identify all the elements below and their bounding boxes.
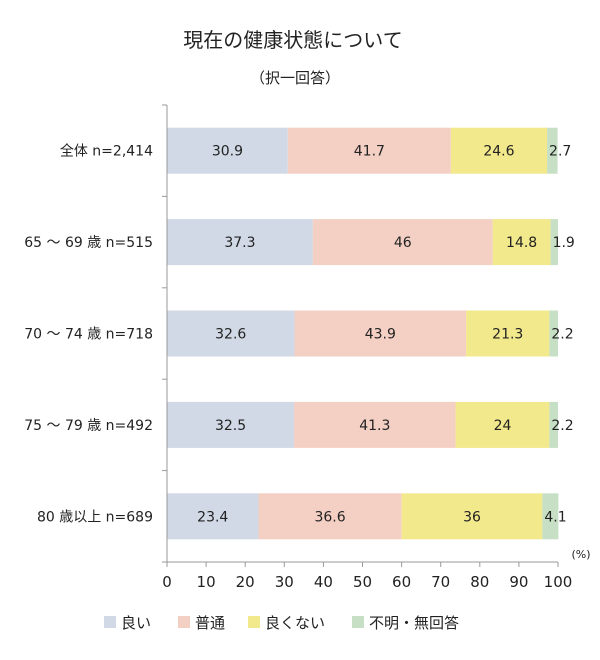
bar-segment <box>167 401 295 448</box>
bar-segment <box>167 219 313 266</box>
legend-swatch <box>104 616 116 628</box>
bar-segment <box>287 127 451 174</box>
data-label: 36.6 <box>314 509 345 525</box>
data-label: 41.7 <box>354 144 385 160</box>
legend-label: 良くない <box>265 614 325 632</box>
data-label: 1.9 <box>553 235 575 251</box>
x-tick-label: 60 <box>392 573 411 591</box>
category-label: 80 歳以上 n=689 <box>37 509 153 525</box>
chart-subtitle: （択一回答） <box>250 69 340 87</box>
x-tick-label: 40 <box>314 573 333 591</box>
data-label: 24 <box>494 418 512 434</box>
x-tick-label: 80 <box>470 573 489 591</box>
data-label: 2.7 <box>549 144 571 160</box>
data-label: 46 <box>394 235 412 251</box>
chart-title: 現在の健康状態について <box>183 28 402 52</box>
bar-segment <box>294 401 456 448</box>
legend-swatch <box>248 616 260 628</box>
data-label: 30.9 <box>212 144 243 160</box>
bar-segment <box>312 219 493 266</box>
category-labels: 全体 n=2,414 65 〜 69 歳 n=515 70 〜 74 歳 n=718… <box>24 143 153 526</box>
data-label: 43.9 <box>365 327 396 343</box>
bar-segment <box>549 401 558 448</box>
legend: 良い 普通 良くない 不明・無回答 <box>104 614 459 632</box>
data-label: 4.1 <box>544 509 566 525</box>
bar-segment <box>455 401 550 448</box>
data-label: 36 <box>463 509 481 525</box>
legend-swatch <box>178 616 190 628</box>
x-tick-label: 90 <box>509 573 528 591</box>
data-label: 41.3 <box>359 418 390 434</box>
bar-segment <box>258 493 402 540</box>
category-label: 75 〜 79 歳 n=492 <box>24 418 153 434</box>
bar-segment <box>549 310 558 357</box>
category-label: 70 〜 74 歳 n=718 <box>24 327 153 343</box>
x-tick-label: 20 <box>236 573 255 591</box>
data-label: 2.2 <box>551 418 573 434</box>
x-tick-label: 10 <box>197 573 216 591</box>
data-label: 32.6 <box>215 327 246 343</box>
bar-segment <box>492 219 551 266</box>
data-label: 2.2 <box>551 327 573 343</box>
data-label: 24.6 <box>483 144 514 160</box>
bar-segment <box>450 127 548 174</box>
bars: 30.9 41.7 24.6 2.7 37.3 46 14.8 1.9 32.6 43.9 21.3… <box>167 127 575 540</box>
data-label: 21.3 <box>492 327 523 343</box>
category-label: 全体 n=2,414 <box>60 143 153 160</box>
legend-label: 普通 <box>195 614 225 632</box>
legend-label: 不明・無回答 <box>369 614 459 632</box>
bar-segment <box>547 127 558 174</box>
data-label: 23.4 <box>197 509 228 525</box>
data-label: 32.5 <box>215 418 246 434</box>
bar-segment <box>167 493 259 540</box>
bar-segment <box>294 310 467 357</box>
bar-segment <box>401 493 543 540</box>
bar-segment <box>542 493 559 540</box>
unit-label: (%) <box>571 548 590 561</box>
x-tick-label: 0 <box>162 573 172 591</box>
bar-segment <box>167 127 288 174</box>
legend-label: 良い <box>121 614 151 632</box>
x-tick-label: 100 <box>544 573 573 591</box>
x-axis: 0 10 20 30 40 50 60 70 80 90 100 <box>162 104 573 591</box>
x-tick-label: 30 <box>275 573 294 591</box>
x-tick-label: 50 <box>353 573 372 591</box>
data-label: 14.8 <box>506 235 537 251</box>
x-tick-label: 70 <box>431 573 450 591</box>
bar-segment <box>167 310 295 357</box>
bar-segment <box>550 219 558 266</box>
category-label: 65 〜 69 歳 n=515 <box>24 235 153 251</box>
bar-segment <box>466 310 550 357</box>
legend-swatch <box>352 616 364 628</box>
data-label: 37.3 <box>224 235 255 251</box>
